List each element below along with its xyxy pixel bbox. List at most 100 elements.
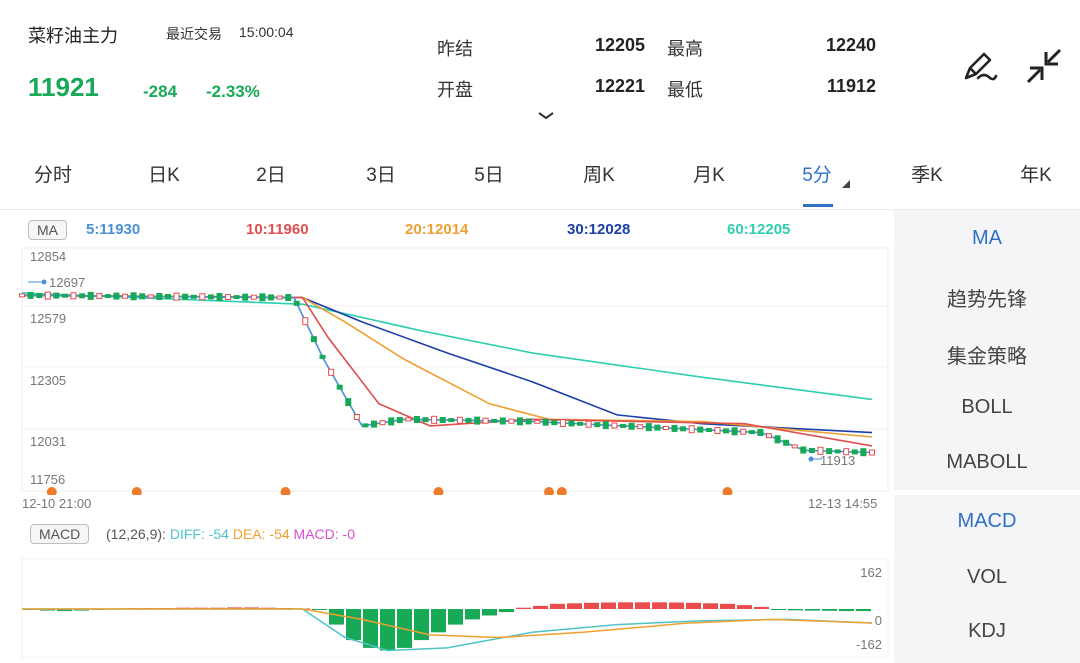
candle	[456, 416, 463, 424]
candle	[774, 435, 781, 444]
candle	[671, 424, 678, 432]
candle	[551, 420, 558, 426]
stat-value-low: 11912	[826, 76, 876, 96]
candle	[362, 423, 369, 428]
indicator-panel-divider	[894, 490, 1080, 495]
macd-indicator-tag[interactable]: MACD	[30, 524, 90, 544]
time-axis-end: 12-13 14:55	[808, 496, 878, 511]
macd-bar	[584, 602, 599, 609]
tab-2day[interactable]: 2日	[256, 165, 286, 186]
stat-label-high: 最高	[667, 39, 703, 59]
macd-bar	[227, 607, 242, 609]
stat-label-low: 最低	[667, 80, 703, 100]
macd-chart[interactable]: 162 0 -162	[0, 555, 894, 663]
candle	[817, 446, 824, 455]
tab-3day[interactable]: 3日	[366, 165, 396, 186]
candle	[96, 293, 103, 299]
candle	[808, 448, 815, 453]
macd-bar	[771, 609, 786, 610]
candle	[53, 292, 60, 299]
candle	[413, 416, 420, 423]
ma20-legend: 20:12014	[405, 221, 469, 238]
candle	[405, 417, 412, 422]
ma5-legend: 5:11930	[86, 221, 141, 238]
candle	[517, 417, 523, 426]
ma30-legend: 30:12028	[567, 221, 631, 238]
macd-params: (12,26,9):	[106, 526, 166, 542]
latest-trade-label: 最近交易	[166, 26, 222, 42]
event-marker-dot[interactable]	[556, 487, 567, 495]
candle	[207, 294, 214, 300]
event-marker-dot[interactable]	[280, 487, 291, 495]
kline-chart[interactable]: 12854 12579 12305 12031 11756 12697 1191…	[0, 245, 894, 495]
macd-macd-value: MACD: -0	[293, 526, 355, 542]
candle	[637, 424, 644, 430]
price-change: -284	[143, 82, 178, 101]
tab-weekly-k[interactable]: 周K	[583, 165, 615, 186]
macd-bar	[550, 603, 565, 609]
event-marker-dot[interactable]	[433, 487, 444, 495]
ma60-line	[21, 292, 873, 401]
candle	[705, 428, 712, 432]
candle	[474, 416, 481, 425]
macd-bar	[57, 609, 72, 612]
candle	[36, 293, 43, 298]
macd-bar	[703, 603, 718, 609]
ma30-line	[21, 294, 873, 434]
tab-monthly-k[interactable]: 月K	[693, 165, 725, 186]
indicator-boll[interactable]: BOLL	[961, 396, 1013, 418]
macd-bar	[482, 609, 497, 616]
pen-icon[interactable]	[956, 44, 1000, 88]
indicator-trend-pioneer[interactable]: 趋势先锋	[947, 289, 1027, 311]
candle	[233, 295, 240, 300]
indicator-macd[interactable]: MACD	[957, 510, 1017, 532]
tab-5min[interactable]: 5分	[802, 165, 832, 186]
event-marker-dot[interactable]	[131, 487, 142, 495]
candle	[559, 419, 566, 427]
indicator-kdj[interactable]: KDJ	[968, 620, 1006, 642]
candle	[242, 293, 249, 301]
tab-yearly-k[interactable]: 年K	[1020, 165, 1052, 186]
candle	[654, 424, 661, 431]
tab-5day[interactable]: 5日	[474, 165, 504, 186]
event-marker-dot[interactable]	[722, 487, 733, 495]
indicator-ma[interactable]: MA	[972, 227, 1002, 249]
tab-quarterly-k[interactable]: 季K	[911, 165, 943, 186]
macd-bar	[74, 609, 89, 611]
macd-axis-label: -162	[856, 637, 882, 652]
candle	[620, 423, 626, 428]
candle	[139, 293, 146, 300]
candle	[860, 448, 867, 457]
tab-daily-k[interactable]: 日K	[148, 165, 180, 186]
indicator-vol[interactable]: VOL	[966, 566, 1008, 588]
candle	[602, 421, 609, 430]
event-marker-dot[interactable]	[544, 487, 554, 495]
macd-bar	[754, 606, 769, 609]
period-dropdown-icon[interactable]	[842, 180, 850, 188]
indicator-fund-strategy[interactable]: 集金策略	[947, 346, 1027, 368]
diff-line	[22, 608, 873, 652]
candle	[328, 368, 335, 376]
stat-value-open: 12221	[594, 76, 645, 96]
tab-intraday[interactable]: 分时	[33, 165, 72, 186]
stat-label-prev-settle: 昨结	[437, 39, 473, 59]
candle	[568, 420, 575, 427]
candle	[826, 448, 833, 455]
candle	[268, 294, 274, 301]
candle	[165, 294, 171, 299]
indicator-maboll[interactable]: MABOLL	[946, 451, 1028, 473]
candle	[113, 292, 120, 300]
max-marker-dot	[41, 279, 47, 285]
candle	[714, 427, 721, 434]
event-marker-dot[interactable]	[46, 487, 57, 495]
collapse-icon[interactable]	[1022, 44, 1066, 88]
macd-bar	[839, 609, 854, 612]
expand-chevron-icon[interactable]	[536, 106, 556, 126]
macd-bar	[448, 609, 463, 625]
candle	[834, 449, 841, 454]
ma-indicator-tag[interactable]: MA	[28, 220, 67, 240]
candle	[534, 419, 541, 424]
candle	[147, 294, 154, 299]
candle	[611, 422, 618, 429]
candle	[19, 293, 25, 298]
